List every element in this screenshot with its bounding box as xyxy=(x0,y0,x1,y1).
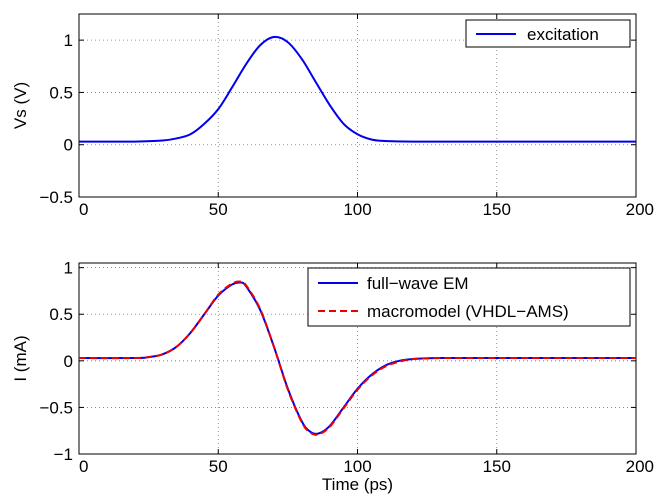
y-tick-label: 0.5 xyxy=(49,83,73,102)
y-tick-labels-bottom: −1 −0.5 0 0.5 1 xyxy=(39,259,73,464)
y-tick-label: −0.5 xyxy=(39,188,73,207)
x-tick-label: 150 xyxy=(483,200,511,219)
y-tick-label: 1 xyxy=(64,31,73,50)
y-axis-label-bottom: I (mA) xyxy=(11,335,30,381)
y-tick-label: −1 xyxy=(54,445,73,464)
legend-bottom: full−wave EM macromodel (VHDL−AMS) xyxy=(307,267,631,327)
y-tick-labels-top: −0.5 0 0.5 1 xyxy=(39,31,73,207)
x-tick-label: 100 xyxy=(343,457,371,476)
y-tick-label: 0 xyxy=(64,352,73,371)
y-tick-label: 1 xyxy=(64,259,73,278)
y-axis-label-top: Vs (V) xyxy=(11,82,30,129)
x-tick-label: 150 xyxy=(483,457,511,476)
legend-top: excitation xyxy=(465,19,631,48)
x-tick-labels-top: 0 50 100 150 200 xyxy=(79,200,654,219)
legend-label-macromodel: macromodel (VHDL−AMS) xyxy=(367,302,569,321)
series-top xyxy=(78,35,636,143)
x-tick-label: 100 xyxy=(343,200,371,219)
x-tick-label: 50 xyxy=(209,200,228,219)
x-tick-label: 0 xyxy=(79,457,88,476)
x-tick-label: 200 xyxy=(626,200,654,219)
series-line xyxy=(78,281,636,435)
legend-box-bottom xyxy=(307,267,631,327)
x-tick-label: 0 xyxy=(79,200,88,219)
ticks-top xyxy=(78,14,637,198)
legend-label-excitation: excitation xyxy=(527,25,599,44)
x-tick-label: 200 xyxy=(626,457,654,476)
y-tick-label: −0.5 xyxy=(39,398,73,417)
x-tick-labels-bottom: 0 50 100 150 200 xyxy=(79,457,654,476)
current-panel: 0 50 100 150 200 −1 −0.5 0 0.5 1 I (mA) Time (ps… xyxy=(11,259,654,494)
x-tick-label: 50 xyxy=(209,457,228,476)
x-axis-label-bottom: Time (ps) xyxy=(322,475,393,494)
series-bottom xyxy=(78,280,636,436)
y-tick-label: 0.5 xyxy=(49,305,73,324)
series-line xyxy=(78,35,636,143)
ticks-bottom xyxy=(78,263,637,455)
excitation-panel: 0 50 100 150 200 −0.5 0 0.5 1 Vs (V) excitation xyxy=(11,13,654,219)
legend-label-full-wave-em: full−wave EM xyxy=(367,274,469,293)
y-tick-label: 0 xyxy=(64,136,73,155)
